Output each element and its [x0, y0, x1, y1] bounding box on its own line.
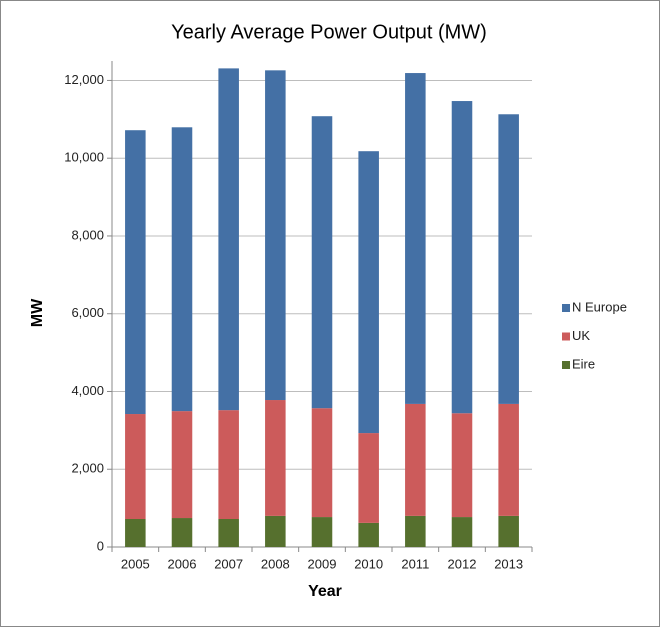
bar-segment [125, 414, 146, 520]
y-tick-label: 8,000 [71, 227, 104, 242]
bar-segment [218, 68, 239, 411]
bar-segment [311, 116, 333, 409]
bar-segment [451, 517, 473, 547]
bar-segment [265, 400, 286, 516]
bar-segment [171, 411, 193, 519]
bar-segment [405, 515, 426, 547]
legend-swatch [562, 361, 570, 369]
bar-segment [358, 151, 379, 434]
bar-segment [358, 522, 379, 547]
bar-segment [171, 518, 193, 547]
bar-segment [451, 413, 473, 518]
y-tick-label: 10,000 [64, 150, 104, 165]
x-tick-label: 2008 [261, 556, 290, 571]
bar-segment [311, 517, 333, 547]
bar-segment [358, 433, 379, 523]
y-tick-label: 6,000 [71, 305, 104, 320]
chart-title: Yearly Average Power Output (MW) [171, 21, 487, 43]
bar-segment [171, 127, 193, 412]
x-tick-label: 2009 [308, 556, 337, 571]
x-tick-label: 2005 [121, 556, 150, 571]
bar-segment [218, 519, 239, 547]
bar-segment [265, 515, 286, 547]
bar-segment [498, 515, 519, 547]
bar-segment [311, 408, 333, 518]
x-tick-label: 2010 [354, 556, 383, 571]
bar-segment [125, 519, 146, 547]
y-tick-label: 0 [97, 538, 104, 553]
legend-label: Eire [572, 356, 595, 371]
legend-label: N Europe [572, 299, 627, 314]
x-tick-label: 2007 [214, 556, 243, 571]
bar-segment [451, 101, 473, 414]
bar-segment [405, 73, 426, 404]
bar-segment [498, 403, 519, 516]
x-axis-title: Year [308, 583, 342, 600]
y-tick-label: 12,000 [64, 72, 104, 87]
legend-label: UK [572, 328, 590, 343]
bar-segment [125, 130, 146, 415]
x-tick-label: 2012 [448, 556, 477, 571]
bar-segment [218, 410, 239, 520]
legend-swatch [562, 304, 570, 312]
bar-segment [498, 114, 519, 404]
y-tick-label: 4,000 [71, 383, 104, 398]
y-tick-label: 2,000 [71, 461, 104, 476]
x-tick-label: 2006 [168, 556, 197, 571]
y-axis-title: MW [29, 298, 46, 327]
legend-swatch [562, 332, 570, 341]
x-tick-label: 2013 [494, 556, 523, 571]
bar-segment [265, 70, 286, 401]
x-tick-label: 2011 [401, 556, 429, 571]
bar-segment [405, 403, 426, 516]
